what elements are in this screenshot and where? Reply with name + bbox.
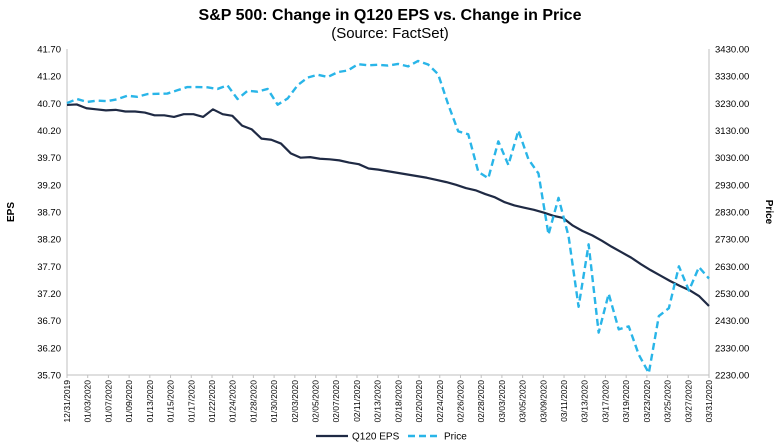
chart-subtitle: (Source: FactSet) xyxy=(331,25,449,42)
left-axis-tick-label: 36.20 xyxy=(37,343,61,354)
x-axis-tick-label: 03/25/2020 xyxy=(663,380,673,423)
chart-title: S&P 500: Change in Q120 EPS vs. Change i… xyxy=(199,7,582,24)
series-line-price xyxy=(66,59,710,375)
x-axis-tick-label: 01/13/2020 xyxy=(145,380,155,423)
x-axis-tick-label: 03/19/2020 xyxy=(621,380,631,423)
left-axis-tick-label: 38.20 xyxy=(37,235,61,246)
right-axis-tick-label: 3230.00 xyxy=(715,99,749,110)
x-axis-tick-label: 02/07/2020 xyxy=(331,380,341,423)
x-axis-tick-label: 01/24/2020 xyxy=(228,380,238,423)
x-axis-tick-label: 02/13/2020 xyxy=(373,380,383,423)
right-axis-tick-label: 2530.00 xyxy=(715,289,749,300)
right-axis-tick-label: 3030.00 xyxy=(715,153,749,164)
x-axis-tick-label: 01/03/2020 xyxy=(83,380,93,423)
x-axis-tick-label: 03/11/2020 xyxy=(559,380,569,422)
left-axis-tick-label: 40.20 xyxy=(37,126,61,137)
left-axis-tick-label: 37.70 xyxy=(37,262,61,273)
right-axis-label: Price xyxy=(763,200,774,225)
left-axis-tick-label: 36.70 xyxy=(37,316,61,327)
x-axis-tick-label: 02/03/2020 xyxy=(290,380,300,423)
right-axis-tick-label: 2830.00 xyxy=(715,208,749,219)
right-axis-tick-label: 2330.00 xyxy=(715,343,749,354)
x-axis-tick-label: 01/15/2020 xyxy=(166,380,176,423)
x-axis-tick-label: 03/05/2020 xyxy=(518,380,528,423)
x-axis-tick-label: 02/18/2020 xyxy=(393,380,403,423)
x-axis-tick-label: 01/30/2020 xyxy=(269,380,279,423)
right-axis-tick-label: 2430.00 xyxy=(715,316,749,327)
left-axis-tick-label: 39.20 xyxy=(37,180,61,191)
left-axis-tick-label: 37.20 xyxy=(37,289,61,300)
x-axis-tick-label: 01/28/2020 xyxy=(248,380,258,423)
x-axis-tick-label: 03/23/2020 xyxy=(642,380,652,423)
series-line-q120-eps xyxy=(66,103,710,307)
x-axis-tick-label: 03/17/2020 xyxy=(600,380,610,423)
left-axis-tick-label: 35.70 xyxy=(37,371,61,382)
x-axis-tick-label: 02/05/2020 xyxy=(311,380,321,423)
right-axis-tick-label: 2630.00 xyxy=(715,262,749,273)
left-axis-tick-label: 38.70 xyxy=(37,208,61,219)
x-axis-tick-label: 01/09/2020 xyxy=(124,380,134,423)
right-axis-tick-label: 3330.00 xyxy=(715,72,749,83)
right-axis-tick-label: 3130.00 xyxy=(715,126,749,137)
right-axis-ticks: 3430.00 3330.00 3230.00 3130.00 3030.00 2930.… xyxy=(715,45,749,382)
x-axis-tick-label: 03/27/2020 xyxy=(683,380,693,423)
x-axis-tick-label: 01/07/2020 xyxy=(103,380,113,423)
left-axis-tick-label: 41.20 xyxy=(37,72,61,83)
x-axis-tick-label: 02/28/2020 xyxy=(476,380,486,423)
x-axis-tick-label: 03/03/2020 xyxy=(497,380,507,423)
x-axis-tick-label: 01/17/2020 xyxy=(186,380,196,423)
legend: Q120 EPS Price xyxy=(316,432,467,443)
x-axis-tick-label: 01/22/2020 xyxy=(207,380,217,423)
left-axis-label: EPS xyxy=(6,202,17,222)
x-axis-tick-label: 02/26/2020 xyxy=(455,380,465,423)
left-axis-tick-label: 39.70 xyxy=(37,153,61,164)
x-axis-tick-label: 03/31/2020 xyxy=(704,380,714,423)
x-axis-tick-label: 02/20/2020 xyxy=(414,380,424,423)
right-axis-tick-label: 2730.00 xyxy=(715,235,749,246)
right-axis-tick-label: 3430.00 xyxy=(715,45,749,56)
right-axis-tick-label: 2930.00 xyxy=(715,180,749,191)
left-axis-tick-label: 40.70 xyxy=(37,99,61,110)
right-axis-tick-label: 2230.00 xyxy=(715,371,749,382)
x-axis-tick-label: 02/24/2020 xyxy=(435,380,445,423)
x-axis-tick-label: 03/13/2020 xyxy=(580,380,590,423)
x-axis-tick-label: 03/09/2020 xyxy=(538,380,548,423)
left-axis-tick-label: 41.70 xyxy=(37,45,61,56)
legend-label-price: Price xyxy=(444,432,467,443)
legend-label-q120-eps: Q120 EPS xyxy=(352,432,400,443)
x-axis-tick-label: 12/31/2019 xyxy=(62,380,72,423)
left-axis-ticks: 41.70 41.20 40.70 40.20 39.70 39.20 38.70 38.20… xyxy=(37,45,61,382)
x-axis-tick-label: 02/11/2020 xyxy=(352,380,362,422)
x-axis-ticks: 12/31/2019 01/03/2020 01/07/2020 01/09/2020… xyxy=(62,375,714,423)
